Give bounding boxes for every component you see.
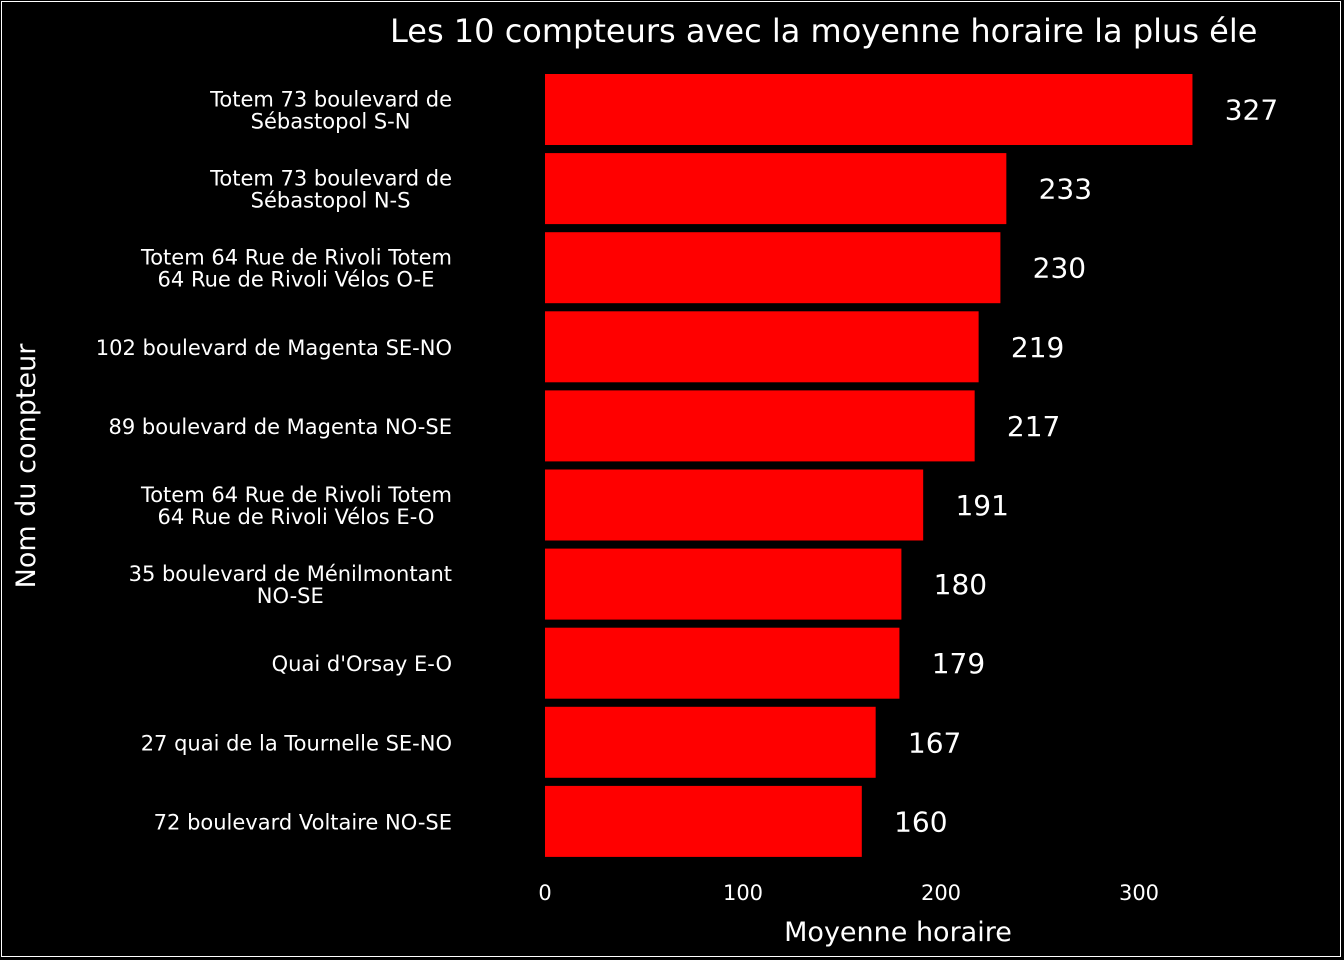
category-label-6-line-0: 35 boulevard de Ménilmontant xyxy=(129,562,452,586)
bar-3 xyxy=(545,311,979,383)
category-label-9-line-0: 72 boulevard Voltaire NO-SE xyxy=(154,810,452,834)
category-label-8-line-0: 27 quai de la Tournelle SE-NO xyxy=(141,731,452,755)
x-tick-labels-group: 0 100 200 300 xyxy=(538,881,1159,905)
bar-8 xyxy=(545,706,876,778)
bars-group xyxy=(545,74,1193,857)
bar-value-label-7: 179 xyxy=(932,647,985,680)
bar-1 xyxy=(545,153,1007,225)
x-tick-label-2: 200 xyxy=(921,881,961,905)
x-tick-label-3: 300 xyxy=(1119,881,1159,905)
category-label-0-line-0: Totem 73 boulevard de xyxy=(209,88,452,112)
category-label-1-line-0: Totem 73 boulevard de xyxy=(209,167,452,191)
category-label-2-line-0: Totem 64 Rue de Rivoli Totem xyxy=(140,246,452,270)
bar-2 xyxy=(545,232,1001,304)
bar-0 xyxy=(545,74,1193,145)
chart-title: Les 10 compteurs avec la moyenne horaire… xyxy=(390,12,1257,50)
bar-value-label-1: 233 xyxy=(1039,173,1092,206)
bar-5 xyxy=(545,469,924,541)
category-label-1-line-1: Sébastopol N-S xyxy=(251,189,411,213)
bar-value-label-6: 180 xyxy=(934,568,987,601)
bar-labels-group: 327 233 230 219 217 191 180 179 167 160 xyxy=(894,94,1278,839)
bar-value-label-0: 327 xyxy=(1225,94,1278,127)
bar-value-label-2: 230 xyxy=(1033,252,1086,285)
bar-value-label-5: 191 xyxy=(955,489,1008,522)
bar-4 xyxy=(545,390,975,462)
category-label-0-line-1: Sébastopol S-N xyxy=(251,110,411,134)
bar-value-label-8: 167 xyxy=(908,726,961,759)
category-label-4-line-0: 89 boulevard de Magenta NO-SE xyxy=(109,415,452,439)
category-label-7-line-0: Quai d'Orsay E-O xyxy=(272,652,452,676)
category-label-6-line-1: NO-SE xyxy=(257,584,324,608)
x-axis-label: Moyenne horaire xyxy=(784,917,1012,948)
x-tick-label-0: 0 xyxy=(538,881,551,905)
y-axis-label: Nom du compteur xyxy=(11,343,42,589)
category-label-5-line-1: 64 Rue de Rivoli Vélos E-O xyxy=(158,505,435,529)
category-label-2-line-1: 64 Rue de Rivoli Vélos O-E xyxy=(158,268,435,292)
bar-7 xyxy=(545,627,900,699)
category-label-5-line-0: Totem 64 Rue de Rivoli Totem xyxy=(140,483,452,507)
bar-9 xyxy=(545,785,862,857)
bar-6 xyxy=(545,548,902,620)
x-tick-label-1: 100 xyxy=(723,881,763,905)
bar-value-label-3: 219 xyxy=(1011,331,1064,364)
bar-value-label-4: 217 xyxy=(1007,410,1060,443)
bar-value-label-9: 160 xyxy=(894,805,947,838)
category-label-3-line-0: 102 boulevard de Magenta SE-NO xyxy=(96,336,452,360)
